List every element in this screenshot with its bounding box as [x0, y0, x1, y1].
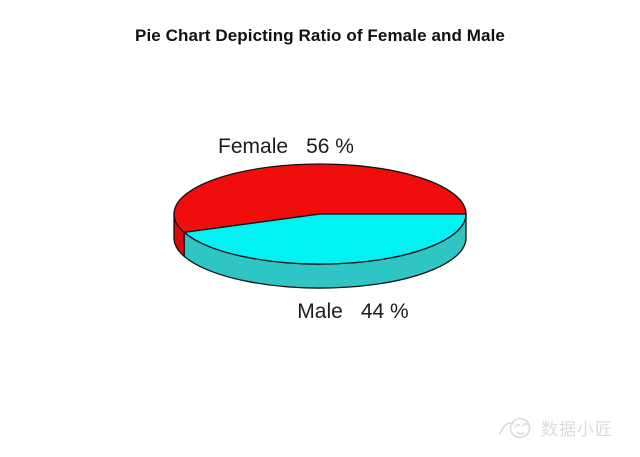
- slice-label-female: Female 56 %: [218, 135, 354, 159]
- pie-slice-female-top: [173, 163, 467, 234]
- slice-label-male-name: Male: [297, 300, 343, 323]
- watermark: 数据小匠: [496, 412, 613, 442]
- slice-label-female-value: 56 %: [306, 135, 354, 158]
- chart-title: Pie Chart Depicting Ratio of Female and …: [135, 26, 505, 45]
- watermark-text: 数据小匠: [541, 419, 613, 439]
- doodle-face-icon: [499, 417, 531, 439]
- slice-label-male-value: 44 %: [360, 300, 409, 323]
- slice-label-male: Male 44 %: [297, 300, 408, 324]
- slice-label-female-name: Female: [218, 135, 289, 158]
- pie-slice-male-top: [183, 213, 467, 265]
